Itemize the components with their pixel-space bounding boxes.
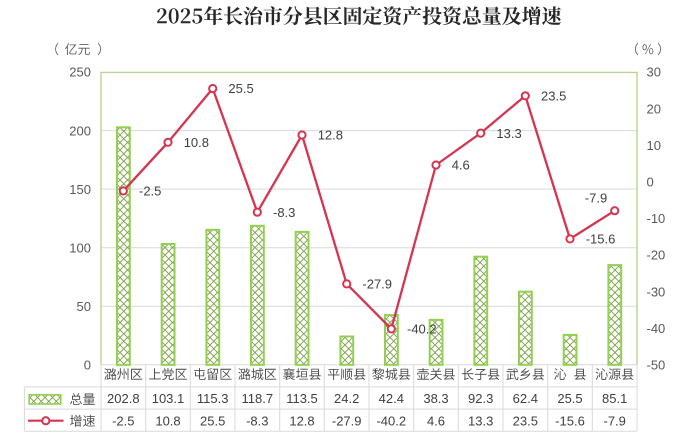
svg-text:4.6: 4.6 <box>452 158 470 173</box>
svg-text:113.5: 113.5 <box>286 391 318 406</box>
svg-text:-8.3: -8.3 <box>246 413 268 428</box>
svg-text:-27.9: -27.9 <box>332 413 362 428</box>
svg-text:-40.2: -40.2 <box>407 322 437 337</box>
svg-text:115.3: 115.3 <box>197 391 229 406</box>
svg-text:13.3: 13.3 <box>468 413 493 428</box>
svg-text:42.4: 42.4 <box>379 391 404 406</box>
svg-text:103.1: 103.1 <box>152 391 185 406</box>
svg-text:25.5: 25.5 <box>228 81 253 96</box>
svg-text:-10: -10 <box>647 211 666 226</box>
svg-text:23.5: 23.5 <box>513 413 538 428</box>
svg-text:200: 200 <box>69 123 91 138</box>
svg-text:100: 100 <box>69 240 91 255</box>
svg-text:25.5: 25.5 <box>200 413 225 428</box>
svg-text:10: 10 <box>647 138 661 153</box>
svg-text:-40.2: -40.2 <box>376 413 406 428</box>
svg-text:50: 50 <box>77 299 91 314</box>
svg-text:13.3: 13.3 <box>496 126 521 141</box>
svg-text:10.8: 10.8 <box>184 135 209 150</box>
svg-text:-15.6: -15.6 <box>555 413 585 428</box>
svg-text:0: 0 <box>84 358 91 373</box>
svg-text:-2.5: -2.5 <box>139 184 161 199</box>
svg-text:25.5: 25.5 <box>557 391 582 406</box>
svg-text:12.8: 12.8 <box>318 128 343 143</box>
svg-text:85.1: 85.1 <box>602 391 627 406</box>
svg-text:20: 20 <box>647 101 661 116</box>
svg-text:-27.9: -27.9 <box>362 277 392 292</box>
svg-text:118.7: 118.7 <box>242 391 274 406</box>
svg-text:30: 30 <box>647 65 661 80</box>
svg-text:-20: -20 <box>647 248 666 263</box>
svg-text:10.8: 10.8 <box>155 413 180 428</box>
svg-text:-2.5: -2.5 <box>112 413 134 428</box>
svg-text:23.5: 23.5 <box>541 89 566 104</box>
svg-text:4.6: 4.6 <box>427 413 445 428</box>
svg-text:62.4: 62.4 <box>513 391 538 406</box>
svg-text:92.3: 92.3 <box>468 391 493 406</box>
svg-text:250: 250 <box>69 65 91 80</box>
svg-text:-30: -30 <box>647 284 666 299</box>
svg-text:-8.3: -8.3 <box>273 205 295 220</box>
svg-text:-50: -50 <box>647 358 666 373</box>
svg-text:24.2: 24.2 <box>334 391 359 406</box>
svg-text:-7.9: -7.9 <box>585 191 607 206</box>
svg-text:202.8: 202.8 <box>107 391 140 406</box>
svg-text:-15.6: -15.6 <box>586 232 616 247</box>
svg-text:0: 0 <box>647 175 654 190</box>
svg-text:-40: -40 <box>647 321 666 336</box>
svg-text:150: 150 <box>69 182 91 197</box>
svg-text:-7.9: -7.9 <box>603 413 625 428</box>
svg-text:12.8: 12.8 <box>289 413 314 428</box>
svg-text:38.3: 38.3 <box>423 391 448 406</box>
